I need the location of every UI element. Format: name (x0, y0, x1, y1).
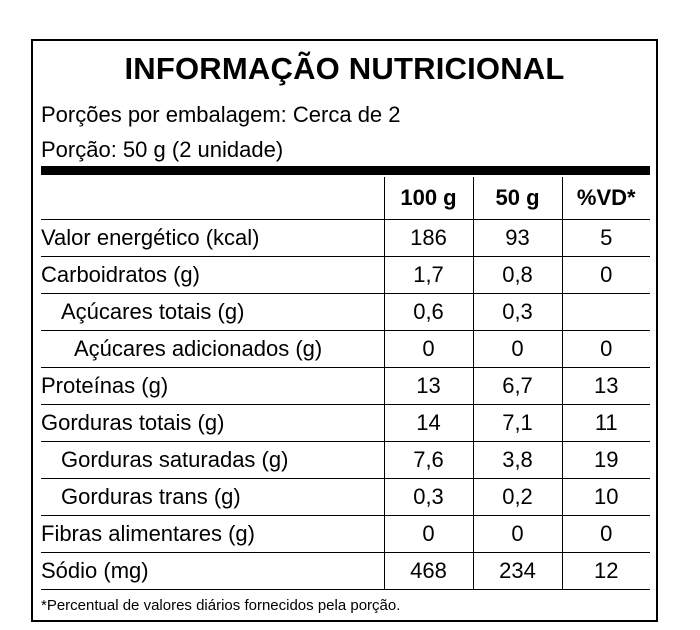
value-50g: 3,8 (472, 441, 562, 479)
value-50g: 0,3 (472, 293, 562, 331)
value-100g: 7,6 (383, 441, 473, 479)
value-50g: 0,8 (472, 256, 562, 294)
value-100g: 1,7 (383, 256, 473, 294)
table-row: Gorduras trans (g) 0,3 0,2 10 (41, 478, 650, 516)
nutrient-name: Gorduras totais (g) (41, 404, 384, 442)
nutrient-name: Açúcares totais (g) (41, 293, 384, 331)
nutrient-name: Fibras alimentares (g) (41, 515, 384, 553)
header-50g: 50 g (472, 177, 562, 220)
table-row: Fibras alimentares (g) 0 0 0 (41, 515, 650, 553)
table-row: Carboidratos (g) 1,7 0,8 0 (41, 256, 650, 294)
value-50g: 234 (472, 552, 562, 590)
nutrition-facts-label: INFORMAÇÃO NUTRICIONAL Porções por embal… (31, 39, 658, 622)
value-vd: 0 (561, 330, 650, 368)
nutrient-name: Sódio (mg) (41, 552, 384, 590)
value-vd: 5 (561, 219, 650, 257)
nutrient-name: Açúcares adicionados (g) (41, 330, 384, 368)
value-50g: 93 (472, 219, 562, 257)
table-header-row: 100 g 50 g %VD* (41, 177, 650, 220)
nutrient-name: Gorduras saturadas (g) (41, 441, 384, 479)
value-100g: 14 (383, 404, 473, 442)
value-vd: 10 (561, 478, 650, 516)
value-100g: 468 (383, 552, 473, 590)
servings-per-package: Porções por embalagem: Cerca de 2 (41, 102, 401, 127)
table-row: Sódio (mg) 468 234 12 (41, 552, 650, 590)
value-50g: 0,2 (472, 478, 562, 516)
value-vd: 0 (561, 256, 650, 294)
value-vd: 11 (561, 404, 650, 442)
value-50g: 7,1 (472, 404, 562, 442)
nutrient-name: Valor energético (kcal) (41, 219, 384, 257)
value-50g: 0 (472, 330, 562, 368)
table-row: Gorduras totais (g) 14 7,1 11 (41, 404, 650, 442)
value-50g: 0 (472, 515, 562, 553)
value-50g: 6,7 (472, 367, 562, 405)
table-row: Gorduras saturadas (g) 7,6 3,8 19 (41, 441, 650, 479)
value-100g: 0 (383, 330, 473, 368)
table-row: Açúcares adicionados (g) 0 0 0 (41, 330, 650, 368)
value-vd: 0 (561, 515, 650, 553)
value-100g: 186 (383, 219, 473, 257)
value-vd: 12 (561, 552, 650, 590)
label-title: INFORMAÇÃO NUTRICIONAL (124, 51, 565, 86)
value-vd (561, 293, 650, 331)
nutrient-name: Proteínas (g) (41, 367, 384, 405)
value-100g: 13 (383, 367, 473, 405)
value-vd: 13 (561, 367, 650, 405)
value-100g: 0,6 (383, 293, 473, 331)
value-100g: 0,3 (383, 478, 473, 516)
header-100g: 100 g (383, 177, 473, 220)
footnote: *Percentual de valores diários fornecido… (41, 597, 401, 614)
nutrient-name: Gorduras trans (g) (41, 478, 384, 516)
header-vd: %VD* (561, 177, 650, 220)
table-row: Açúcares totais (g) 0,6 0,3 (41, 293, 650, 331)
nutrient-name: Carboidratos (g) (41, 256, 384, 294)
nutrition-table: 100 g 50 g %VD* Valor energético (kcal) 1… (41, 177, 650, 590)
thick-divider (41, 166, 650, 175)
value-vd: 19 (561, 441, 650, 479)
table-row: Valor energético (kcal) 186 93 5 (41, 219, 650, 257)
value-100g: 0 (383, 515, 473, 553)
header-blank (41, 177, 384, 220)
table-row: Proteínas (g) 13 6,7 13 (41, 367, 650, 405)
serving-size: Porção: 50 g (2 unidade) (41, 137, 284, 162)
